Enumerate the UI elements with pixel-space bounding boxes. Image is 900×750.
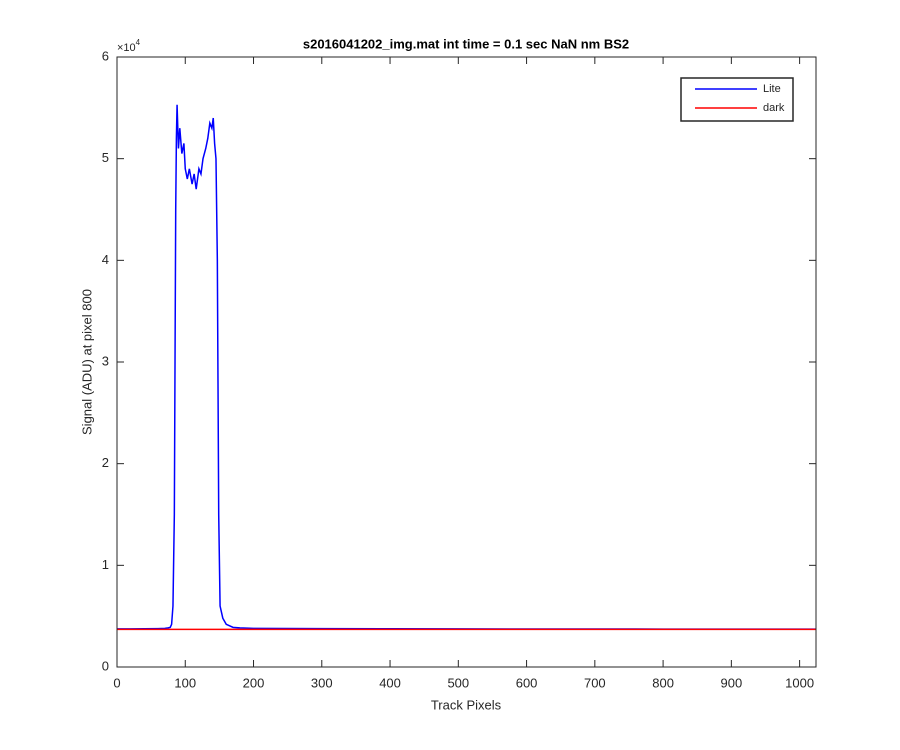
- legend-label: dark: [763, 102, 785, 114]
- y-tick-label: 6: [102, 48, 109, 63]
- y-tick-label: 3: [102, 353, 109, 368]
- x-tick-label: 0: [113, 675, 120, 690]
- y-tick-label: 2: [102, 455, 109, 470]
- x-tick-label: 1000: [785, 675, 814, 690]
- y-multiplier-exponent: 4: [136, 38, 141, 47]
- legend-label: Lite: [763, 83, 781, 95]
- x-tick-label: 700: [584, 675, 606, 690]
- x-tick-label: 300: [311, 675, 333, 690]
- x-tick-label: 900: [721, 675, 743, 690]
- y-tick-label: 4: [102, 252, 109, 267]
- x-axis-label: Track Pixels: [431, 697, 502, 712]
- y-multiplier-base: ×10: [117, 42, 136, 54]
- chart-title: s2016041202_img.mat int time = 0.1 sec N…: [303, 36, 629, 51]
- axes-box: [116, 56, 817, 668]
- x-tick-label: 600: [516, 675, 538, 690]
- legend-box: [680, 77, 794, 122]
- x-tick-label: 400: [379, 675, 401, 690]
- y-tick-label: 0: [102, 658, 109, 673]
- y-multiplier: ×104: [117, 38, 141, 54]
- y-tick-label: 5: [102, 150, 109, 165]
- y-axis-label: Signal (ADU) at pixel 800: [79, 289, 94, 435]
- x-tick-label: 500: [447, 675, 469, 690]
- y-tick-label: 1: [102, 557, 109, 572]
- data-line: [117, 104, 816, 630]
- plot-area: [117, 57, 816, 667]
- x-tick-label: 100: [174, 675, 196, 690]
- x-tick-label: 200: [243, 675, 265, 690]
- x-tick-label: 800: [652, 675, 674, 690]
